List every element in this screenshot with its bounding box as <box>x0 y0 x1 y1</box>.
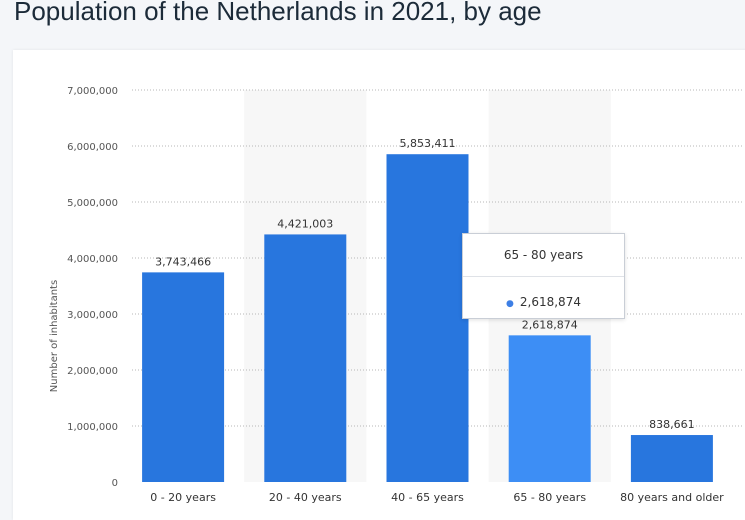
bar-value-label: 4,421,003 <box>277 217 333 230</box>
x-tick-label: 65 - 80 years <box>513 491 586 504</box>
page-title: Population of the Netherlands in 2021, b… <box>14 0 542 26</box>
bar-value-label: 2,618,874 <box>522 318 578 331</box>
x-tick-label: 0 - 20 years <box>150 491 216 504</box>
bar <box>142 272 225 482</box>
bar <box>264 234 347 482</box>
chart-tooltip: 65 - 80 years ● 2,618,874 <box>462 233 625 319</box>
bar <box>630 435 713 482</box>
bar <box>386 154 469 482</box>
y-tick-label: 5,000,000 <box>67 198 118 209</box>
y-tick-label: 0 <box>112 478 118 489</box>
chart-card: 0 1,000,000 2,000,000 3,000,000 4,000,000 5,0… <box>13 50 745 520</box>
y-tick-label: 3,000,000 <box>67 310 118 321</box>
y-tick-label: 7,000,000 <box>67 86 118 97</box>
tooltip-value-row: ● 2,618,874 <box>463 277 624 319</box>
x-tick-label: 80 years and older <box>620 491 724 504</box>
y-tick-label: 6,000,000 <box>67 142 118 153</box>
bar-value-label: 5,853,411 <box>400 137 456 150</box>
series-dot-icon: ● <box>506 299 514 309</box>
y-tick-label: 1,000,000 <box>67 422 118 433</box>
bar-value-label: 3,743,466 <box>155 255 211 268</box>
bar-value-label: 838,661 <box>649 418 695 431</box>
y-axis-title: Number of inhabitants <box>49 280 60 392</box>
tooltip-value: 2,618,874 <box>519 295 581 309</box>
tooltip-title: 65 - 80 years <box>463 234 624 277</box>
y-tick-label: 4,000,000 <box>67 254 118 265</box>
y-tick-label: 2,000,000 <box>67 366 118 377</box>
x-tick-label: 20 - 40 years <box>269 491 342 504</box>
x-tick-label: 40 - 65 years <box>391 491 464 504</box>
bar-chart: 0 1,000,000 2,000,000 3,000,000 4,000,000 5,0… <box>49 86 743 504</box>
bar <box>508 335 591 482</box>
